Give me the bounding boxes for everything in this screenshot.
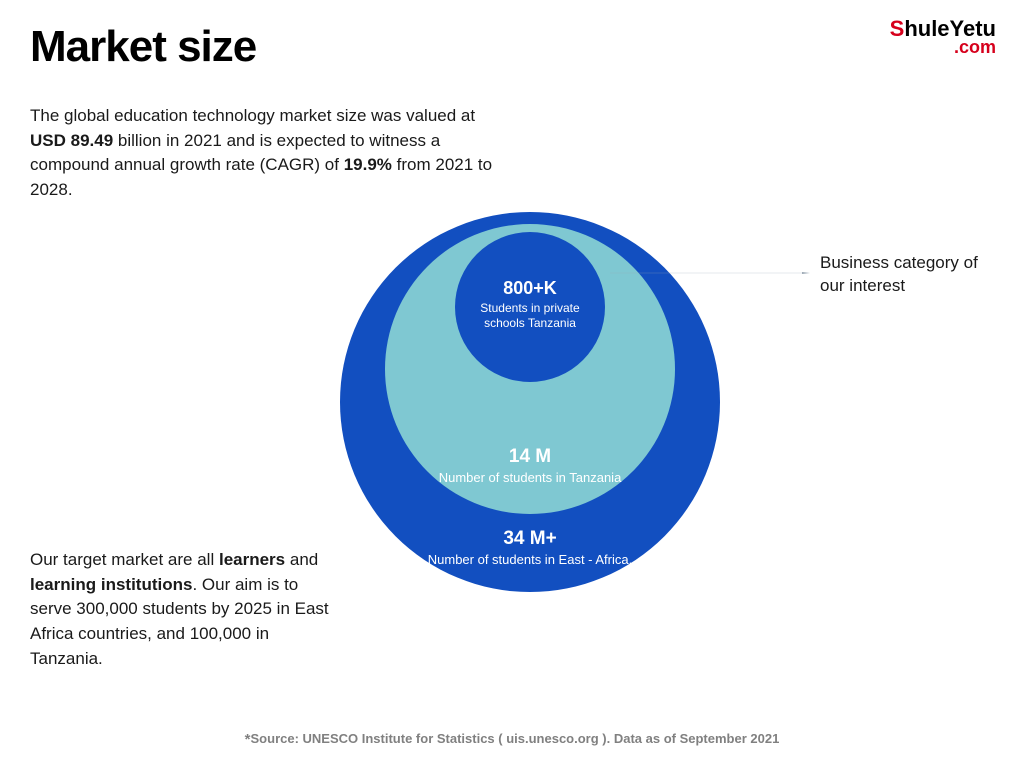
circle-inner-label: Students in private schools Tanzania	[465, 301, 595, 331]
callout-text: Business category of our interest	[820, 252, 1000, 298]
intro-paragraph: The global education technology market s…	[30, 104, 500, 203]
circle-middle-label: Number of students in Tanzania	[439, 470, 622, 486]
callout-arrow-icon	[610, 272, 810, 274]
nested-circle-diagram: 34 M+ Number of students in East - Afric…	[340, 212, 720, 592]
circle-outer-label: Number of students in East - Africa.	[428, 552, 632, 568]
target-b1: learners	[219, 550, 285, 569]
target-t2: and	[285, 550, 318, 569]
intro-bold-2: 19.9%	[344, 155, 392, 174]
circle-inner: 800+K Students in private schools Tanzan…	[455, 232, 605, 382]
intro-bold-1: USD 89.49	[30, 131, 113, 150]
target-b2: learning institutions	[30, 575, 192, 594]
footer-text: Source: UNESCO Institute for Statistics …	[251, 731, 780, 746]
brand-logo: ShuleYetu .com	[890, 18, 996, 56]
circle-middle-value: 14 M	[509, 446, 551, 468]
target-t1: Our target market are all	[30, 550, 219, 569]
circle-outer-value: 34 M+	[503, 528, 556, 550]
target-paragraph: Our target market are all learners and l…	[30, 548, 340, 671]
circle-inner-value: 800+K	[503, 278, 557, 299]
logo-first-letter: S	[890, 16, 905, 41]
intro-pre: The global education technology market s…	[30, 106, 475, 125]
footer-source: *Source: UNESCO Institute for Statistics…	[0, 731, 1024, 748]
page-title: Market size	[30, 22, 256, 72]
